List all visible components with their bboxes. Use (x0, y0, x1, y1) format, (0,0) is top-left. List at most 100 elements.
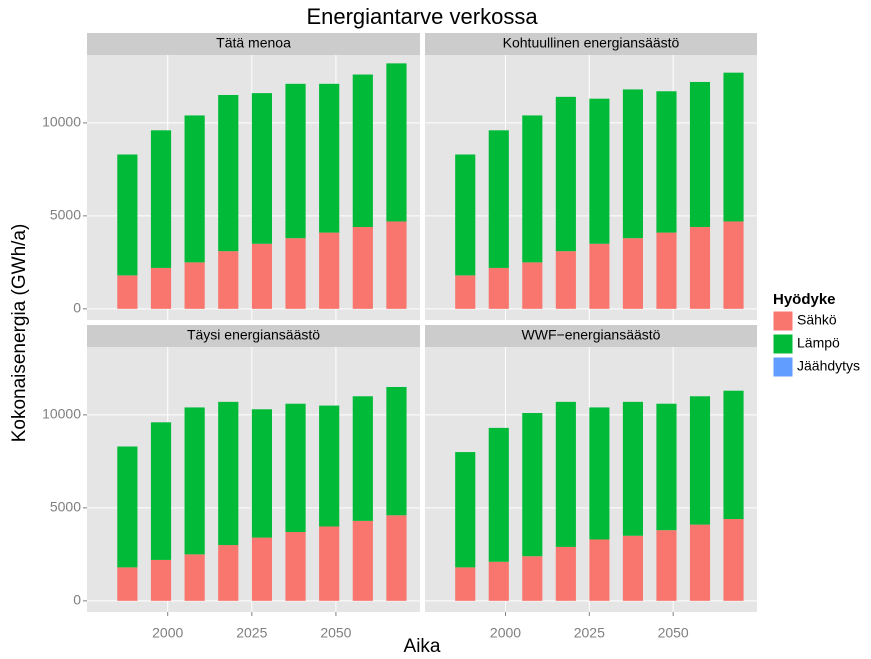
bar-segment (656, 91, 677, 233)
bar-segment (555, 546, 576, 601)
bar-segment (251, 409, 272, 538)
x-tick-label: 2025 (236, 625, 267, 641)
bar-segment (455, 452, 476, 568)
bar-segment (488, 267, 509, 309)
bar-segment (455, 275, 476, 309)
bar-segment (622, 238, 643, 309)
bar-segment (723, 221, 744, 309)
bar-segment (319, 405, 340, 527)
legend-label: Jäähdytys (797, 358, 860, 374)
bar-segment (218, 251, 239, 309)
panel-title: Täysi energiansäästö (187, 327, 320, 343)
bar-segment (455, 154, 476, 276)
y-tick-label: 10000 (42, 406, 81, 422)
bar-segment (386, 63, 407, 222)
bar-segment (555, 251, 576, 309)
legend-key (772, 356, 794, 378)
legend-label: Lämpö (797, 335, 840, 351)
y-tick-label: 0 (73, 300, 81, 316)
bar-segment (319, 526, 340, 601)
bar-segment (589, 407, 610, 540)
bar-segment (488, 427, 509, 562)
bar-segment (251, 93, 272, 244)
bar-segment (723, 72, 744, 222)
bar-segment (522, 556, 543, 601)
bar-segment (723, 390, 744, 520)
bar-segment (117, 446, 138, 568)
bar-segment (352, 227, 373, 309)
legend-key (772, 310, 794, 332)
strip (87, 33, 420, 55)
bar-segment (689, 81, 711, 228)
bar-segment (656, 530, 677, 601)
y-tick-label: 10000 (42, 114, 81, 130)
bar-segment (589, 539, 610, 601)
bar-segment (522, 262, 543, 309)
x-tick-label: 2000 (490, 625, 521, 641)
x-tick-label: 2025 (574, 625, 605, 641)
bar-segment (555, 96, 576, 252)
strip (425, 33, 757, 55)
chart-title: Energiantarve verkossa (306, 4, 538, 29)
y-axis-label: Kokonaisenergia (GWh/a) (9, 224, 30, 443)
bar-segment (184, 407, 205, 555)
bar-segment (218, 545, 239, 601)
x-tick-label: 2000 (152, 625, 183, 641)
bar-segment (319, 83, 340, 233)
x-tick-label: 2050 (320, 625, 351, 641)
bar-segment (689, 227, 711, 309)
panel-title: Kohtuullinen energiansäästö (503, 35, 680, 51)
bar-segment (386, 515, 407, 601)
legend-key (772, 333, 794, 355)
bar-segment (285, 403, 306, 533)
bar-segment (455, 567, 476, 601)
bar-segment (117, 567, 138, 601)
bar-segment (285, 238, 306, 309)
bar-segment (150, 267, 172, 309)
bar-segment (689, 396, 711, 525)
bar-segment (117, 275, 138, 309)
panel-title: Tätä menoa (216, 35, 291, 51)
bar-segment (589, 98, 610, 244)
bar-segment (622, 89, 643, 239)
bar-segment (319, 232, 340, 309)
bar-segment (251, 537, 272, 601)
y-tick-label: 0 (73, 592, 81, 608)
bar-segment (251, 243, 272, 309)
panel-title: WWF−energiansäästö (522, 327, 661, 343)
y-tick-label: 5000 (50, 499, 81, 515)
bar-segment (117, 154, 138, 276)
bar-segment (150, 559, 172, 601)
bar-segment (352, 74, 373, 228)
bar-segment (589, 243, 610, 309)
bar-segment (522, 115, 543, 263)
bar-segment (285, 83, 306, 239)
bar-segment (656, 232, 677, 309)
bar-segment (285, 532, 306, 601)
bar-segment (184, 262, 205, 309)
bar-segment (352, 396, 373, 521)
bar-segment (218, 401, 239, 546)
x-tick-label: 2050 (658, 625, 689, 641)
bar-segment (218, 94, 239, 252)
bar-segment (522, 413, 543, 557)
x-axis-label: Aika (404, 636, 441, 657)
bar-segment (352, 520, 373, 601)
y-tick-label: 5000 (50, 207, 81, 223)
bar-segment (689, 524, 711, 601)
bar-segment (184, 554, 205, 601)
bar-segment (488, 130, 509, 268)
bar-segment (555, 401, 576, 547)
bar-segment (386, 386, 407, 516)
bar-segment (386, 221, 407, 309)
bar-segment (150, 130, 172, 268)
bar-segment (656, 403, 677, 531)
legend-label: Sähkö (797, 312, 837, 328)
bar-segment (723, 519, 744, 601)
strip (87, 325, 420, 347)
bar-segment (622, 401, 643, 536)
bar-segment (488, 561, 509, 601)
legend-title: Hyödyke (773, 291, 836, 308)
bar-segment (150, 422, 172, 560)
